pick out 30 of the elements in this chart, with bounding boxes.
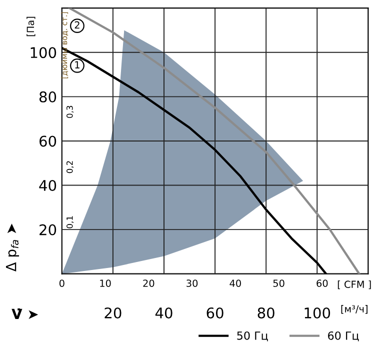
text: [м³/ч] (341, 305, 368, 314)
text: [Па] (26, 16, 36, 36)
y-tick-label: 40 (39, 180, 56, 192)
x2-tick-label: 30 (186, 280, 198, 287)
y-tick-label: 80 (39, 91, 56, 102)
x2-tick-label: 60 (316, 280, 328, 287)
x-tick-label: 60 (206, 307, 224, 318)
line-series (68, 8, 360, 274)
x-tick-label: 40 (155, 307, 172, 318)
y2-tick-label: 0,1 (66, 216, 74, 228)
x-tick-label: 80 (258, 307, 274, 318)
x2-tick-label: 40 (230, 280, 241, 287)
y2-tick-label: 0,2 (66, 161, 74, 174)
y2-tick-label: 0,3 (66, 106, 74, 118)
y-tick-label: 20 (40, 224, 56, 236)
x2-tick-label: 0 (59, 280, 64, 287)
annotation: 1 (75, 61, 80, 68)
y-tick-label: 60 (40, 136, 56, 147)
x-tick-label: 100 (304, 307, 330, 318)
x2-tick-label: 50 (273, 280, 284, 287)
y-axis-title: Δ p$_{fa}$ ➤ (6, 224, 20, 272)
legend-label: 60 Гц (328, 331, 359, 342)
legend-label: 50 Гц (237, 331, 268, 342)
x-axis-title: V̇ ➤ (12, 308, 38, 320)
x-tick-label: 20 (104, 307, 122, 318)
y-tick-label: 100 (30, 47, 56, 58)
x2-tick-label: 10 (100, 280, 111, 287)
x2-axis-title: [ CFM ] (338, 280, 371, 290)
x2-tick-label: 20 (143, 280, 154, 287)
annotation: 2 (74, 21, 80, 28)
